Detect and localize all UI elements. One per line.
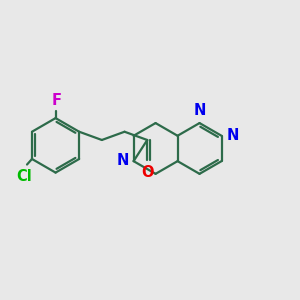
Text: O: O (141, 165, 154, 180)
Text: N: N (193, 103, 206, 118)
Text: N: N (226, 128, 239, 143)
Text: N: N (117, 153, 129, 168)
Text: F: F (52, 93, 61, 108)
Text: Cl: Cl (16, 169, 32, 184)
